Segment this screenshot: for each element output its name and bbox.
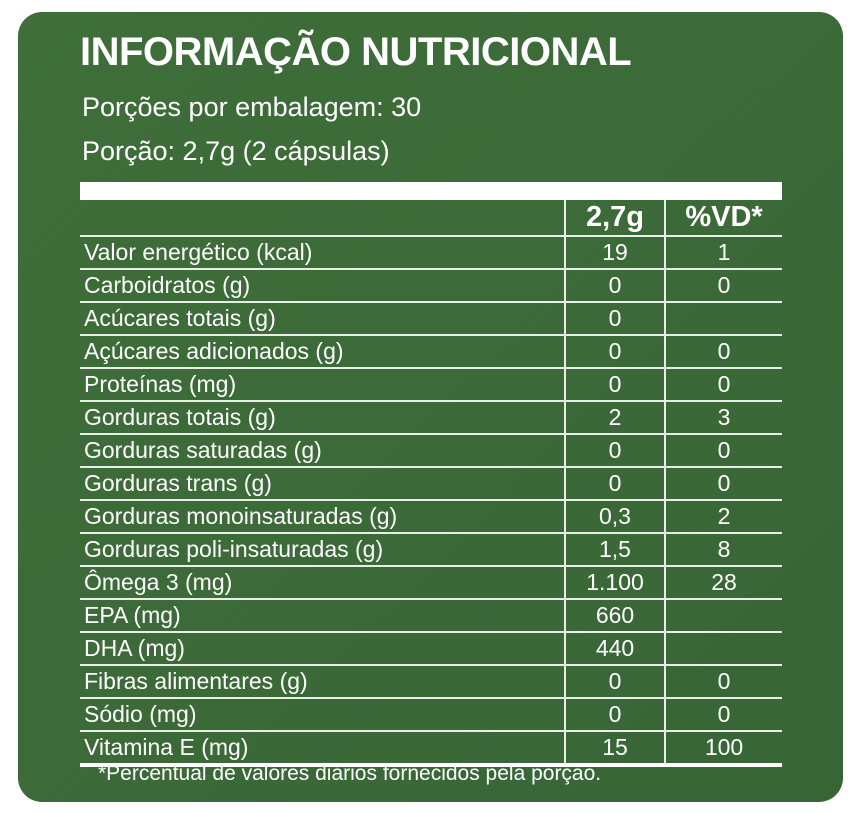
nutrient-name: Acúcares totais (g) (80, 302, 565, 336)
header-dv: %VD* (664, 200, 782, 237)
nutrient-name: Gorduras poli-insaturadas (g) (80, 533, 565, 567)
serving-value: 660 (564, 599, 665, 633)
table-row: EPA (mg) 660 (80, 599, 782, 633)
dv-value: 100 (664, 731, 782, 767)
dv-value (664, 632, 782, 666)
table-row: Açúcares adicionados (g) 0 0 (80, 335, 782, 369)
header-empty (80, 200, 565, 237)
nutrient-name: Açúcares adicionados (g) (80, 335, 565, 369)
dv-value: 0 (664, 269, 782, 303)
serving-value: 0 (564, 302, 665, 336)
servings-per-package: Porções por embalagem: 30 (82, 92, 422, 122)
dv-value: 0 (664, 335, 782, 369)
table-row: Acúcares totais (g) 0 (80, 302, 782, 336)
nutrient-name: Fibras alimentares (g) (80, 665, 565, 699)
nutrient-name: Gorduras trans (g) (80, 467, 565, 501)
dv-value: 8 (664, 533, 782, 567)
serving-value: 0,3 (564, 500, 665, 534)
dv-value: 3 (664, 401, 782, 435)
nutrition-table: 2,7g %VD* Valor energético (kcal) 19 1 Carb… (80, 200, 782, 767)
dv-value (664, 302, 782, 336)
nutrient-name: Gorduras saturadas (g) (80, 434, 565, 468)
table-row: Gorduras saturadas (g) 0 0 (80, 434, 782, 468)
header-bar (80, 182, 782, 200)
dv-value: 28 (664, 566, 782, 600)
nutrient-name: DHA (mg) (80, 632, 565, 666)
table-row: Gorduras monoinsaturadas (g) 0,3 2 (80, 500, 782, 534)
label-title: INFORMAÇÃO NUTRICIONAL (80, 30, 632, 74)
table-row: Sódio (mg) 0 0 (80, 698, 782, 732)
table-row: Gorduras poli-insaturadas (g) 1,5 8 (80, 533, 782, 567)
dv-value (664, 599, 782, 633)
serving-value: 0 (564, 665, 665, 699)
table-row: Vitamina E (mg) 15 100 (80, 731, 782, 767)
nutrient-name: Proteínas (mg) (80, 368, 565, 402)
table-row: Valor energético (kcal) 19 1 (80, 236, 782, 270)
nutrient-name: Gorduras monoinsaturadas (g) (80, 500, 565, 534)
serving-value: 1.100 (564, 566, 665, 600)
table-row: Gorduras trans (g) 0 0 (80, 467, 782, 501)
serving-value: 0 (564, 269, 665, 303)
serving-value: 0 (564, 467, 665, 501)
nutrient-name: Carboidratos (g) (80, 269, 565, 303)
serving-value: 19 (564, 236, 665, 270)
serving-value: 15 (564, 731, 665, 767)
table-row: Proteínas (mg) 0 0 (80, 368, 782, 402)
dv-value: 0 (664, 467, 782, 501)
nutrient-name: Gorduras totais (g) (80, 401, 565, 435)
nutrient-name: Sódio (mg) (80, 698, 565, 732)
dv-value: 1 (664, 236, 782, 270)
table-row: Ômega 3 (mg) 1.100 28 (80, 566, 782, 600)
serving-size: Porção: 2,7g (2 cápsulas) (82, 136, 390, 166)
serving-value: 0 (564, 368, 665, 402)
nutrient-name: Valor energético (kcal) (80, 236, 565, 270)
table-row: Carboidratos (g) 0 0 (80, 269, 782, 303)
nutrition-label: INFORMAÇÃO NUTRICIONAL Porções por embal… (18, 12, 843, 802)
nutrient-name: Ômega 3 (mg) (80, 566, 565, 600)
header-serving: 2,7g (564, 200, 665, 237)
dv-value: 2 (664, 500, 782, 534)
table-row: Gorduras totais (g) 2 3 (80, 401, 782, 435)
table-row: Fibras alimentares (g) 0 0 (80, 665, 782, 699)
dv-value: 0 (664, 368, 782, 402)
nutrient-name: Vitamina E (mg) (80, 731, 565, 767)
serving-value: 440 (564, 632, 665, 666)
dv-value: 0 (664, 698, 782, 732)
table-header: 2,7g %VD* (80, 200, 782, 237)
serving-value: 0 (564, 335, 665, 369)
dv-value: 0 (664, 665, 782, 699)
serving-value: 0 (564, 698, 665, 732)
nutrient-name: EPA (mg) (80, 599, 565, 633)
dv-value: 0 (664, 434, 782, 468)
footnote: *Percentual de valores diários fornecido… (98, 762, 602, 785)
table-row: DHA (mg) 440 (80, 632, 782, 666)
serving-value: 1,5 (564, 533, 665, 567)
serving-value: 2 (564, 401, 665, 435)
serving-value: 0 (564, 434, 665, 468)
